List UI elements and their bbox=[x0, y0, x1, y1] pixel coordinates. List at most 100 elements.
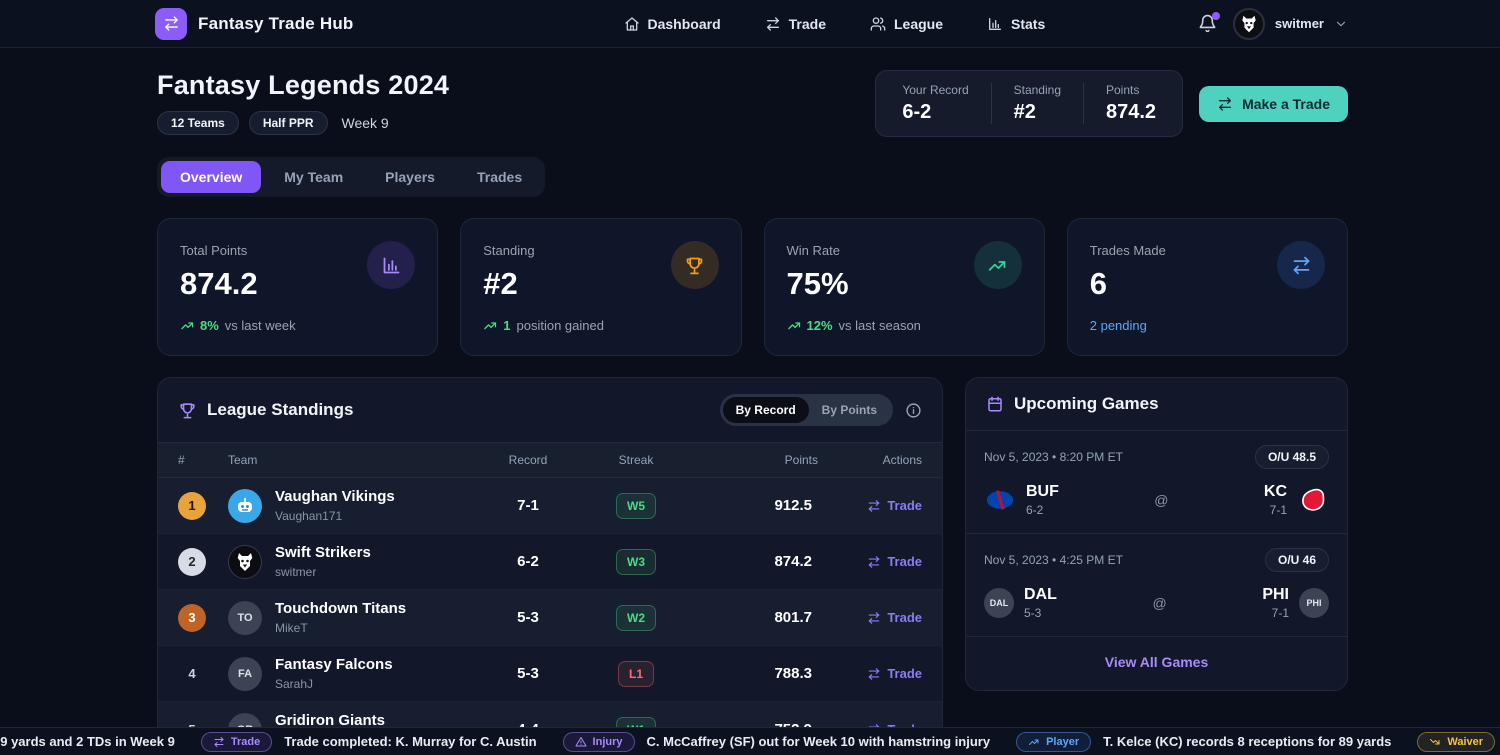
home-team: KC bbox=[1263, 483, 1287, 500]
view-all-games-link[interactable]: View All Games bbox=[1104, 654, 1209, 670]
game-datetime: Nov 5, 2023 • 8:20 PM ET bbox=[984, 450, 1123, 464]
brand[interactable]: Fantasy Trade Hub bbox=[155, 7, 354, 40]
player-badge: Player bbox=[1016, 731, 1092, 752]
rank-badge: 1 bbox=[178, 491, 206, 520]
record-value: 5-3 bbox=[517, 609, 539, 626]
points-value: 874.2 bbox=[1106, 101, 1157, 123]
home-team: PHI bbox=[1262, 586, 1289, 603]
home-record: 7-1 bbox=[1271, 606, 1289, 620]
nav-label: League bbox=[893, 15, 943, 32]
trend: 1 bbox=[483, 318, 510, 333]
swap-icon bbox=[213, 736, 225, 748]
points-value: 912.5 bbox=[774, 497, 812, 514]
team-owner: SarahJ bbox=[275, 676, 314, 691]
rank-badge: 2 bbox=[178, 547, 206, 576]
nav-item-trade[interactable]: Trade bbox=[765, 16, 826, 32]
stat-value: 6 bbox=[1089, 266, 1107, 301]
trending-up-icon bbox=[787, 318, 802, 333]
record-value: 5-3 bbox=[517, 665, 539, 682]
stat-suffix: vs last week bbox=[224, 318, 296, 333]
nav-item-stats[interactable]: Stats bbox=[987, 16, 1045, 32]
sort-by-record[interactable]: By Record bbox=[722, 397, 809, 423]
ticker-item: Waiver D. Hopkins claimed off waivers bbox=[1417, 731, 1500, 752]
nav-label: Trade bbox=[788, 15, 826, 32]
standings-header-row: # Team Record Streak Points Actions bbox=[158, 442, 942, 478]
table-row: 2 Swift Strikers switmer 6-2 W3 874.2 bbox=[158, 534, 942, 590]
trade-action-button[interactable]: Trade bbox=[867, 610, 922, 625]
info-icon[interactable] bbox=[905, 402, 922, 419]
team-owner: switmer bbox=[275, 564, 317, 579]
ticker-item: 19 yards and 2 TDs in Week 9 bbox=[0, 734, 175, 749]
swap-icon bbox=[765, 16, 781, 32]
users-icon bbox=[870, 16, 886, 32]
brand-swap-icon bbox=[155, 7, 187, 40]
col-record: Record bbox=[508, 453, 548, 467]
rank-badge: 3 bbox=[178, 603, 206, 632]
team-avatar-initials: FA bbox=[228, 656, 262, 691]
nav-item-league[interactable]: League bbox=[870, 16, 943, 32]
record-label: Your Record bbox=[902, 83, 969, 97]
stat-card-win-rate: Win Rate 75% 12% vs last season bbox=[763, 218, 1045, 356]
notifications-button[interactable] bbox=[1198, 12, 1220, 33]
sort-by-points[interactable]: By Points bbox=[821, 403, 877, 417]
swap-icon bbox=[867, 611, 881, 625]
nav-label: Dashboard bbox=[647, 15, 721, 32]
tab-my-team[interactable]: My Team bbox=[284, 169, 344, 185]
avatar bbox=[1232, 7, 1265, 40]
trending-down-icon bbox=[1429, 736, 1441, 748]
calendar-icon bbox=[986, 395, 1004, 413]
team-name: Fantasy Falcons bbox=[275, 656, 393, 674]
col-team: Team bbox=[228, 453, 258, 467]
team-name: Touchdown Titans bbox=[275, 600, 407, 618]
page-title: Fantasy Legends 2024 bbox=[157, 70, 450, 100]
user-name: switmer bbox=[1274, 16, 1324, 31]
trade-action-button[interactable]: Trade bbox=[867, 498, 922, 513]
trade-action-button[interactable]: Trade bbox=[867, 554, 922, 569]
record-value: 6-2 bbox=[517, 553, 539, 570]
points-value: 801.7 bbox=[774, 609, 812, 626]
injury-badge: Injury bbox=[562, 731, 635, 752]
ticker-item: Trade Trade completed: K. Murray for C. … bbox=[200, 731, 537, 752]
sort-toggle: By Record By Points bbox=[719, 394, 893, 426]
game-row: Nov 5, 2023 • 8:20 PM ET O/U 48.5 BUF 6-… bbox=[966, 431, 1347, 534]
ticker-text: Trade completed: K. Murray for C. Austin bbox=[284, 734, 537, 749]
home-icon bbox=[624, 16, 640, 32]
ticker-text: 19 yards and 2 TDs in Week 9 bbox=[0, 734, 175, 749]
team-name: Swift Strikers bbox=[275, 544, 371, 562]
team-name: Gridiron Giants bbox=[275, 712, 386, 730]
standings-title: League Standings bbox=[207, 400, 354, 419]
stat-value: #2 bbox=[483, 266, 518, 301]
swap-icon bbox=[867, 555, 881, 569]
stat-label: Trades Made bbox=[1089, 243, 1166, 258]
notification-dot bbox=[1211, 12, 1220, 20]
swap-icon bbox=[867, 499, 881, 513]
trade-action-button[interactable]: Trade bbox=[867, 666, 922, 681]
team-logo-circle: PHI bbox=[1299, 588, 1329, 618]
trend: 12% bbox=[787, 318, 833, 333]
table-row: 4 FA Fantasy Falcons SarahJ 5-3 L1 788.3 bbox=[158, 646, 942, 702]
nav-item-dashboard[interactable]: Dashboard bbox=[624, 16, 721, 32]
primary-nav: Dashboard Trade League Stats bbox=[624, 16, 1045, 32]
team-owner: MikeT bbox=[275, 620, 308, 635]
tab-overview[interactable]: Overview bbox=[161, 161, 262, 193]
make-a-trade-button[interactable]: Make a Trade bbox=[1199, 85, 1348, 122]
stat-card-total-points: Total Points 874.2 8% vs last week bbox=[157, 218, 439, 356]
stat-label: Win Rate bbox=[786, 243, 840, 258]
away-record: 6-2 bbox=[1026, 503, 1044, 517]
streak-badge: W5 bbox=[616, 492, 656, 519]
ticker-text: C. McCaffrey (SF) out for Week 10 with h… bbox=[646, 734, 991, 749]
team-avatar-robot bbox=[228, 488, 262, 523]
standing-value: #2 bbox=[1013, 101, 1036, 123]
tab-trades[interactable]: Trades bbox=[476, 169, 523, 185]
away-team: BUF bbox=[1026, 483, 1059, 500]
record-value: 7-1 bbox=[517, 497, 539, 514]
stat-value: 874.2 bbox=[180, 266, 258, 301]
team-logo-circle: DAL bbox=[984, 588, 1014, 618]
stat-label: Total Points bbox=[180, 243, 248, 258]
stat-suffix: position gained bbox=[516, 318, 604, 333]
top-navigation: Fantasy Trade Hub Dashboard Trade League… bbox=[0, 0, 1500, 48]
at-symbol: @ bbox=[1152, 595, 1167, 611]
user-menu[interactable]: switmer bbox=[1232, 7, 1348, 40]
bills-logo-icon bbox=[984, 484, 1016, 516]
tab-players[interactable]: Players bbox=[385, 169, 435, 185]
